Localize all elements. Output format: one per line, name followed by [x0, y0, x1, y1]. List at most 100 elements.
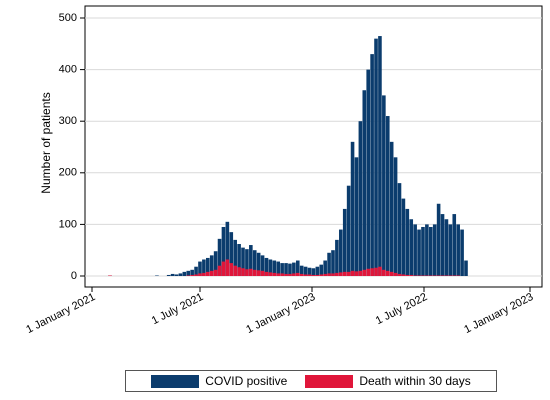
bar-death: [284, 273, 288, 276]
bar-covid-positive: [252, 250, 257, 276]
bar-death: [307, 274, 312, 276]
bar-covid-positive: [233, 239, 237, 276]
bar-covid-positive: [421, 226, 425, 276]
bar-covid-positive: [346, 185, 351, 276]
bar-death: [217, 265, 222, 276]
bar-death: [260, 270, 265, 276]
bar-covid-positive: [366, 69, 370, 276]
bar-covid-positive: [276, 261, 281, 276]
bar-death: [417, 275, 421, 276]
bar-covid-positive: [327, 252, 331, 276]
bar-death: [237, 267, 241, 276]
bar-death: [432, 275, 437, 276]
bar-covid-positive: [405, 208, 410, 276]
bar-covid-positive: [432, 224, 437, 276]
bar-covid-positive: [186, 270, 191, 276]
bar-covid-positive: [409, 219, 414, 276]
bar-death: [198, 273, 202, 276]
bar-covid-positive: [374, 38, 378, 276]
death-bars: [108, 259, 460, 276]
bar-death: [190, 274, 194, 276]
bar-death: [362, 269, 367, 276]
bar-death: [233, 265, 237, 276]
bar-death: [194, 274, 198, 276]
bar-covid-positive: [354, 157, 359, 276]
bar-death: [288, 273, 292, 276]
bar-covid-positive: [425, 224, 429, 276]
y-tick-label: 0: [71, 270, 77, 282]
x-tick-label: 1 January 2023: [244, 291, 317, 336]
bar-death: [209, 270, 214, 276]
bar-covid-positive: [288, 263, 292, 276]
covid-positive-bars: [108, 36, 468, 277]
bar-death: [389, 271, 394, 276]
bar-covid-positive: [249, 245, 253, 276]
bar-death: [354, 271, 359, 276]
legend-item-death: Death within 30 days: [305, 374, 471, 388]
bar-death: [335, 272, 339, 276]
bar-death: [241, 268, 245, 276]
bar-covid-positive: [307, 267, 312, 276]
bar-covid-positive: [213, 251, 218, 276]
bar-covid-positive: [272, 260, 277, 276]
bar-death: [385, 270, 390, 276]
bar-covid-positive: [260, 255, 265, 276]
legend: COVID positive Death within 30 days: [125, 370, 497, 392]
bar-death: [206, 271, 210, 276]
bar-covid-positive: [335, 239, 339, 276]
bar-death: [440, 275, 445, 276]
bar-death: [299, 273, 304, 276]
bar-covid-positive: [350, 141, 355, 276]
bar-death: [276, 273, 281, 276]
bar-covid-positive: [448, 224, 453, 276]
bar-death: [382, 269, 386, 276]
bar-covid-positive: [440, 214, 445, 276]
x-tick-label: 1 January 2023: [462, 291, 535, 336]
y-axis-title: Number of patients: [39, 92, 53, 193]
legend-swatch-covid: [151, 374, 200, 388]
bar-death: [256, 270, 261, 276]
bar-covid-positive: [413, 224, 417, 276]
bar-death: [264, 271, 269, 276]
y-tick-label: 200: [59, 167, 77, 179]
bar-covid-positive: [397, 183, 402, 276]
bar-death: [186, 275, 191, 276]
y-tick-label: 400: [59, 64, 77, 76]
bar-death: [319, 274, 324, 276]
bar-death: [108, 275, 112, 276]
bar-covid-positive: [378, 36, 382, 277]
bar-covid-positive: [241, 247, 245, 276]
bar-death: [374, 267, 378, 276]
bar-covid-positive: [194, 266, 198, 276]
bar-covid-positive: [370, 54, 374, 277]
bar-covid-positive: [182, 271, 187, 276]
bar-death: [280, 273, 284, 276]
bar-covid-positive: [245, 249, 249, 276]
bar-death: [425, 275, 429, 276]
bar-death: [452, 275, 457, 276]
bar-death: [272, 272, 277, 276]
bar-covid-positive: [292, 262, 296, 276]
legend-label-covid: COVID positive: [205, 374, 288, 388]
bar-covid-positive: [303, 266, 308, 276]
bar-covid-positive: [190, 269, 194, 276]
bar-death: [327, 273, 331, 276]
plot-frame: [84, 5, 543, 288]
bar-covid-positive: [417, 229, 421, 276]
y-tick-label: 300: [59, 115, 77, 127]
legend-item-covid: COVID positive: [151, 374, 287, 388]
bar-death: [202, 272, 206, 276]
bar-covid-positive: [174, 274, 179, 276]
bar-death: [370, 268, 374, 276]
bar-covid-positive: [166, 274, 171, 276]
bar-covid-positive: [198, 261, 202, 276]
bar-covid-positive: [393, 157, 398, 276]
bar-covid-positive: [428, 226, 433, 276]
x-axis: 1 January 2021 1 July 2021 1 January 2023 1…: [24, 287, 535, 336]
bar-covid-positive: [237, 244, 241, 276]
bar-covid-positive: [444, 219, 449, 276]
bar-covid-positive: [299, 265, 304, 276]
bar-death: [346, 271, 351, 276]
bar-death: [342, 271, 347, 276]
